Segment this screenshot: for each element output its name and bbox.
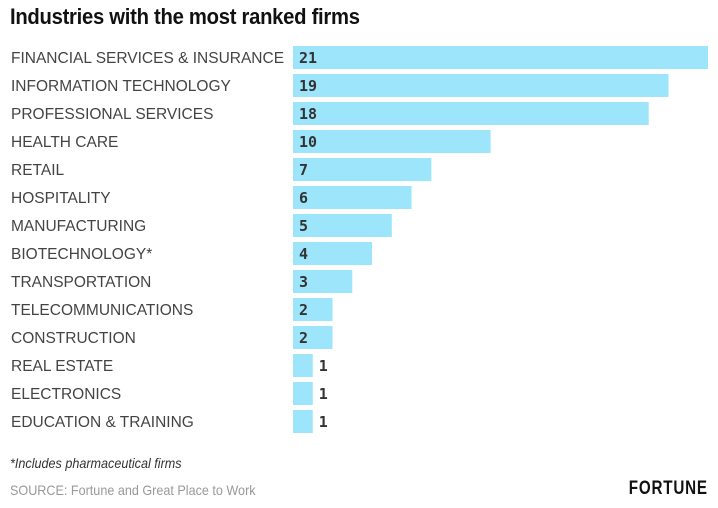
- bar: [293, 158, 432, 181]
- bar: [293, 130, 491, 153]
- value-label: 7: [299, 161, 308, 179]
- bar: [293, 382, 313, 405]
- bar-chart: FINANCIAL SERVICES & INSURANCE 21INFORMAT…: [11, 46, 708, 433]
- category-label: TRANSPORTATION: [11, 274, 151, 291]
- bar: [293, 186, 412, 209]
- bar-row: HOSPITALITY 6: [11, 186, 412, 209]
- chart-title: Industries with the most ranked firms: [10, 4, 360, 29]
- bar: [293, 46, 708, 69]
- bar-row: EDUCATION & TRAINING 1: [11, 410, 328, 433]
- bar-row: TRANSPORTATION 3: [11, 270, 353, 293]
- value-label: 19: [299, 77, 317, 95]
- value-label: 2: [299, 301, 308, 319]
- value-label: 4: [299, 245, 308, 263]
- category-label: FINANCIAL SERVICES & INSURANCE: [11, 50, 284, 67]
- bar: [293, 242, 373, 265]
- category-label: ELECTRONICS: [11, 386, 121, 403]
- category-label: RETAIL: [11, 162, 64, 179]
- category-label: TELECOMMUNICATIONS: [11, 302, 193, 319]
- bar: [293, 410, 313, 433]
- source-text: SOURCE: Fortune and Great Place to Work: [10, 482, 256, 498]
- bar: [293, 214, 392, 237]
- fortune-logo: FORTUNE: [628, 478, 708, 499]
- category-label: PROFESSIONAL SERVICES: [11, 106, 213, 123]
- category-label: CONSTRUCTION: [11, 330, 136, 347]
- value-label: 3: [299, 273, 308, 291]
- bar-row: CONSTRUCTION 2: [11, 326, 333, 349]
- category-label: INFORMATION TECHNOLOGY: [11, 78, 231, 95]
- value-label: 1: [319, 413, 328, 431]
- bar-row: ELECTRONICS 1: [11, 382, 328, 405]
- category-label: EDUCATION & TRAINING: [11, 414, 194, 431]
- bar-row: HEALTH CARE 10: [11, 130, 491, 153]
- value-label: 1: [319, 385, 328, 403]
- bar-row: REAL ESTATE 1: [11, 354, 328, 377]
- bar: [293, 74, 669, 97]
- bar: [293, 354, 313, 377]
- value-label: 18: [299, 105, 317, 123]
- bar-row: FINANCIAL SERVICES & INSURANCE 21: [11, 46, 708, 69]
- value-label: 5: [299, 217, 308, 235]
- bar: [293, 270, 353, 293]
- value-label: 1: [319, 357, 328, 375]
- bar-row: PROFESSIONAL SERVICES 18: [11, 102, 649, 125]
- value-label: 21: [299, 49, 317, 67]
- category-label: HOSPITALITY: [11, 190, 111, 207]
- bar-row: TELECOMMUNICATIONS 2: [11, 298, 333, 321]
- value-label: 6: [299, 189, 308, 207]
- bar: [293, 298, 333, 321]
- category-label: BIOTECHNOLOGY*: [11, 246, 152, 263]
- category-label: MANUFACTURING: [11, 218, 146, 235]
- value-label: 10: [299, 133, 317, 151]
- category-label: REAL ESTATE: [11, 358, 113, 375]
- bar-row: BIOTECHNOLOGY* 4: [11, 242, 373, 265]
- bar: [293, 102, 649, 125]
- footnote: *Includes pharmaceutical firms: [10, 455, 182, 471]
- bar-row: RETAIL 7: [11, 158, 432, 181]
- value-label: 2: [299, 329, 308, 347]
- bar-row: MANUFACTURING 5: [11, 214, 392, 237]
- bar: [293, 326, 333, 349]
- category-label: HEALTH CARE: [11, 134, 118, 151]
- bar-row: INFORMATION TECHNOLOGY 19: [11, 74, 669, 97]
